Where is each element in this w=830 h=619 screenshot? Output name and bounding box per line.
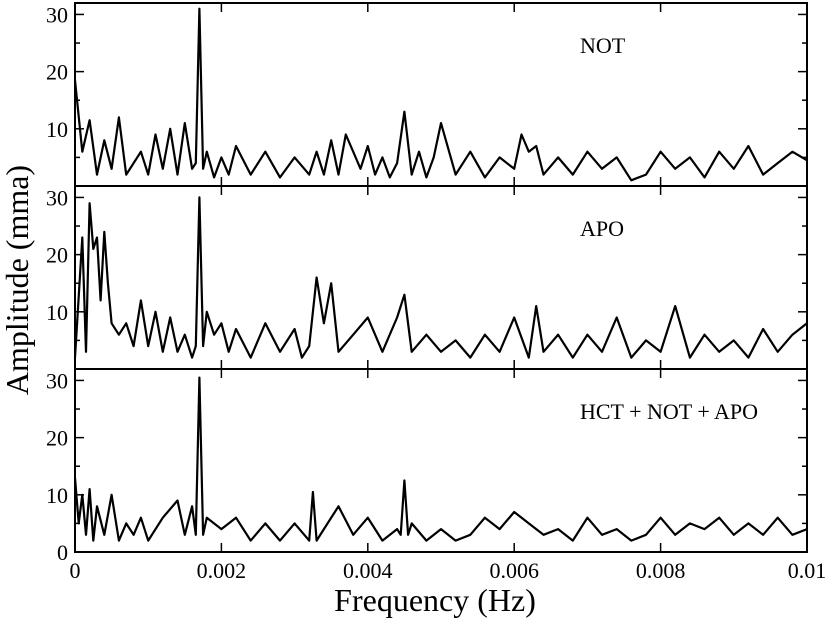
series-line-3 (73, 376, 808, 542)
y-tick-label: 30 (46, 2, 68, 27)
x-tick-label: 0.002 (197, 558, 247, 583)
panel-label: APO (580, 216, 624, 241)
y-tick-label: 10 (46, 483, 68, 508)
panel-1: 10 20 30 NOT (46, 2, 808, 187)
y-tick-label: 30 (46, 185, 68, 210)
x-tick-label: 0.01 (788, 558, 827, 583)
x-tick-label: 0 (70, 558, 81, 583)
y-tick-label: 20 (46, 426, 68, 451)
panel-label: HCT + NOT + APO (580, 399, 758, 424)
x-tick-label: 0.008 (636, 558, 686, 583)
panel-label: NOT (580, 33, 626, 58)
x-axis-title: Frequency (Hz) (334, 582, 536, 618)
y-tick-label: 30 (46, 368, 68, 393)
series-line-1 (73, 7, 808, 182)
y-tick-label: 0 (57, 540, 68, 565)
y-tick-label: 10 (46, 300, 68, 325)
panel-frame (74, 368, 808, 553)
x-tick-label: 0.006 (489, 558, 539, 583)
y-tick-label: 20 (46, 243, 68, 268)
panel-frame (74, 185, 808, 370)
y-tick-label: 20 (46, 60, 68, 85)
series-line-2 (73, 196, 808, 359)
y-axis-title: Amplitude (mma) (0, 165, 35, 395)
panel-frame (74, 2, 808, 187)
panel-2: 10 20 30 APO (46, 185, 808, 370)
x-tick-label: 0.004 (343, 558, 393, 583)
panel-3: 0 10 20 30 HCT + NOT + APO (46, 368, 808, 565)
y-tick-label: 10 (46, 117, 68, 142)
